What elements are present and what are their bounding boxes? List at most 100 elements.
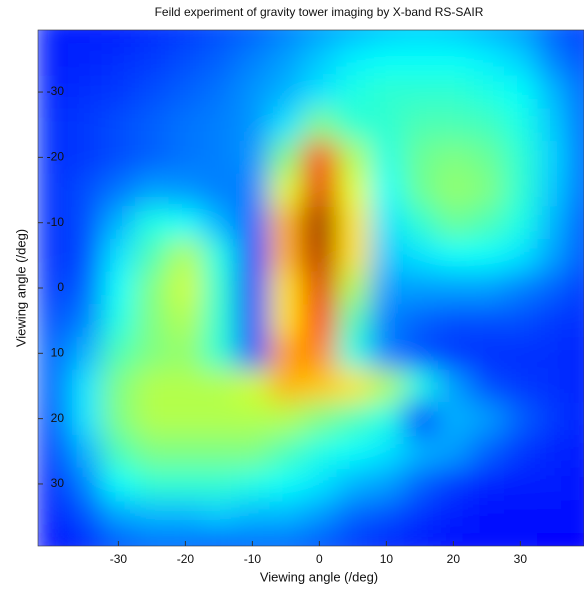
heat-cell bbox=[135, 173, 170, 207]
heat-cell bbox=[302, 206, 337, 240]
heat-cell bbox=[269, 141, 304, 175]
heat-cell bbox=[135, 75, 170, 109]
heat-cell bbox=[436, 108, 471, 142]
heat-cell bbox=[336, 206, 371, 240]
heat-cell bbox=[503, 206, 538, 240]
heat-cell bbox=[503, 239, 538, 273]
heat-cell bbox=[202, 304, 237, 338]
x-tick-label: 10 bbox=[380, 552, 394, 566]
heat-cell bbox=[101, 30, 136, 44]
heat-cell bbox=[235, 239, 270, 273]
heat-cell bbox=[336, 467, 371, 501]
heat-cell bbox=[470, 369, 505, 403]
heat-cell bbox=[68, 173, 103, 207]
heat-cell bbox=[135, 434, 170, 469]
heat-cell bbox=[168, 369, 203, 403]
heat-cell bbox=[202, 30, 237, 44]
heat-cell bbox=[302, 500, 337, 534]
heat-cell bbox=[135, 467, 170, 501]
y-tick-label: 30 bbox=[51, 476, 65, 490]
heat-cell bbox=[436, 532, 471, 546]
heat-cell bbox=[202, 369, 237, 403]
heat-cell bbox=[202, 336, 237, 371]
heat-cell bbox=[503, 304, 538, 338]
heat-cell bbox=[570, 369, 584, 403]
heat-cell bbox=[369, 108, 404, 142]
heat-cell bbox=[302, 369, 337, 403]
heat-cell bbox=[570, 173, 584, 207]
heat-cell bbox=[436, 30, 471, 44]
heat-cell bbox=[470, 304, 505, 338]
heat-cell bbox=[135, 239, 170, 273]
heat-cell bbox=[369, 30, 404, 44]
heat-cell bbox=[101, 434, 136, 469]
heat-cell bbox=[470, 206, 505, 240]
heat-cell bbox=[470, 467, 505, 501]
heat-cell bbox=[403, 43, 438, 77]
y-tick-label: 20 bbox=[51, 411, 65, 425]
heat-cell bbox=[302, 239, 337, 273]
heat-cell bbox=[235, 467, 270, 501]
heat-cell bbox=[570, 304, 584, 338]
heat-cell bbox=[68, 304, 103, 338]
heat-cell bbox=[537, 75, 572, 109]
heat-cell bbox=[168, 206, 203, 240]
heat-cell bbox=[135, 369, 170, 403]
heat-cell bbox=[202, 173, 237, 207]
heat-cell bbox=[336, 434, 371, 469]
heat-cell bbox=[369, 206, 404, 240]
heat-cell bbox=[202, 434, 237, 469]
heat-cell bbox=[168, 434, 203, 469]
heat-cell bbox=[537, 173, 572, 207]
heat-cell bbox=[38, 271, 69, 305]
heat-cell bbox=[235, 434, 270, 469]
heat-cell bbox=[101, 173, 136, 207]
heat-cell bbox=[38, 369, 69, 403]
y-tick-label: -30 bbox=[47, 84, 65, 98]
heat-cell bbox=[336, 239, 371, 273]
heat-cell bbox=[168, 304, 203, 338]
heat-cell bbox=[436, 271, 471, 305]
heat-cell bbox=[101, 467, 136, 501]
heat-cell bbox=[570, 336, 584, 371]
heat-cell bbox=[68, 402, 103, 436]
x-axis-label: Viewing angle (/deg) bbox=[260, 569, 378, 584]
heat-cell bbox=[168, 43, 203, 77]
heatmap bbox=[38, 30, 584, 546]
heat-cell bbox=[68, 108, 103, 142]
heat-cell bbox=[168, 173, 203, 207]
heat-cell bbox=[503, 467, 538, 501]
heat-cell bbox=[235, 402, 270, 436]
heat-cell bbox=[135, 141, 170, 175]
heat-cell bbox=[269, 206, 304, 240]
heat-cell bbox=[369, 467, 404, 501]
heat-cell bbox=[470, 532, 505, 546]
heat-cell bbox=[68, 30, 103, 44]
heat-cell bbox=[403, 30, 438, 44]
heat-cell bbox=[168, 108, 203, 142]
heat-cell bbox=[403, 369, 438, 403]
heat-cell bbox=[302, 108, 337, 142]
heat-cell bbox=[202, 467, 237, 501]
heat-cell bbox=[570, 141, 584, 175]
heat-cell bbox=[302, 336, 337, 371]
heat-cell bbox=[302, 402, 337, 436]
heat-cell bbox=[470, 434, 505, 469]
heat-cell bbox=[168, 532, 203, 546]
heat-cell bbox=[235, 173, 270, 207]
heat-cell bbox=[269, 369, 304, 403]
heat-cell bbox=[503, 141, 538, 175]
heat-cell bbox=[101, 108, 136, 142]
heat-cell bbox=[336, 173, 371, 207]
heat-cell bbox=[369, 304, 404, 338]
heat-cell bbox=[38, 304, 69, 338]
heat-cell bbox=[38, 239, 69, 273]
heat-cell bbox=[470, 336, 505, 371]
heat-cell bbox=[369, 43, 404, 77]
heat-cell bbox=[38, 336, 69, 371]
heat-cell bbox=[168, 271, 203, 305]
heat-cell bbox=[503, 336, 538, 371]
heat-cell bbox=[570, 532, 584, 546]
heat-cell bbox=[436, 467, 471, 501]
